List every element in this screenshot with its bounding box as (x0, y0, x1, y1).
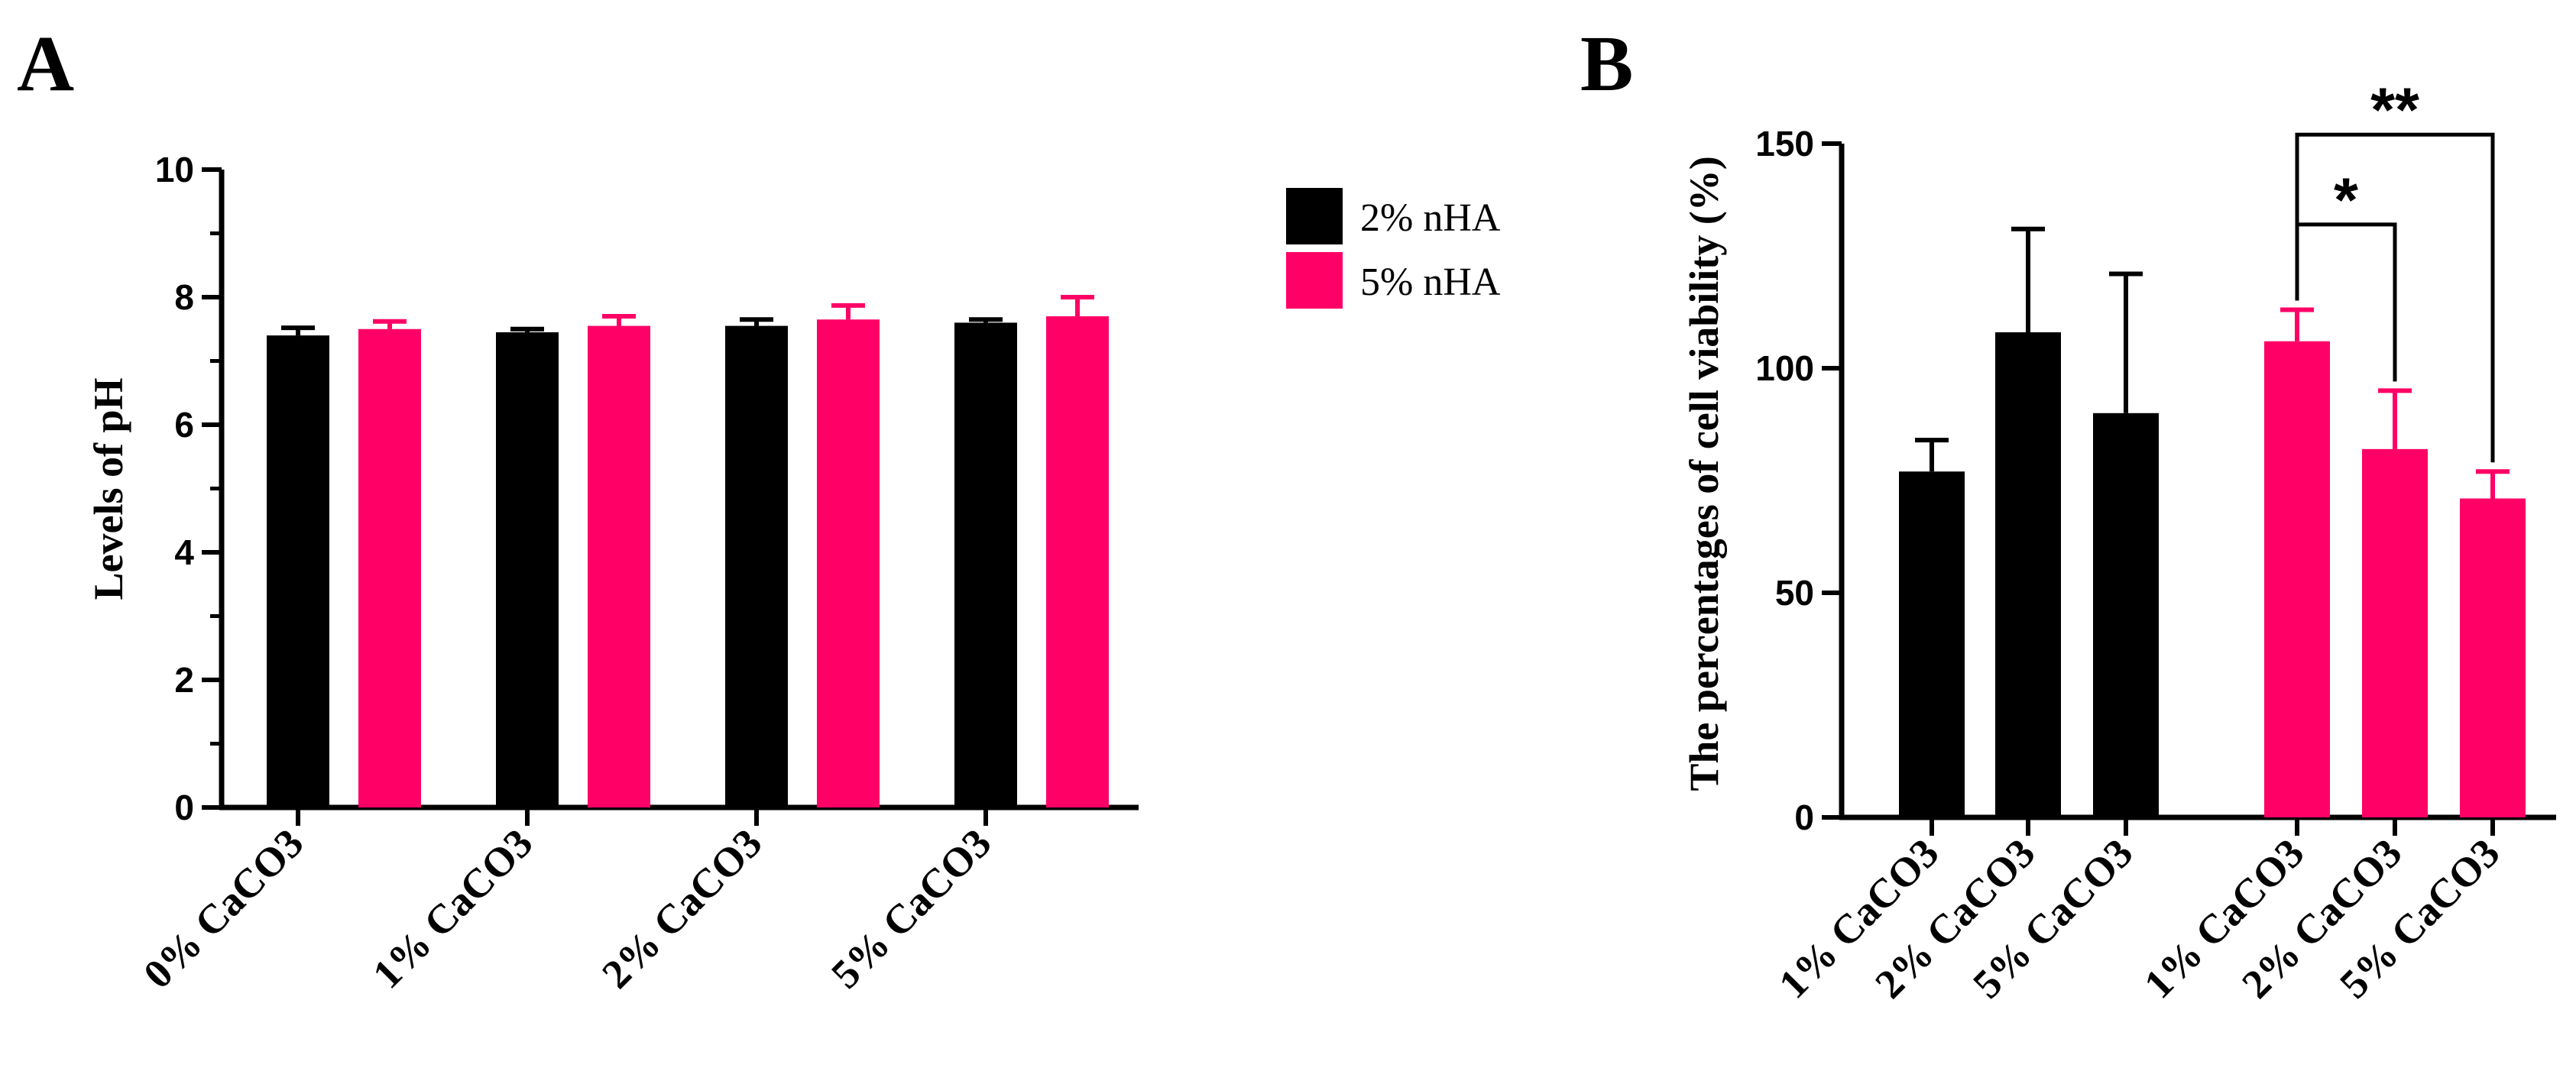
bar-b-5pct (2264, 341, 2330, 818)
y-tick-label-a: 4 (174, 532, 194, 572)
x-tick-label-a: 0% CaCO3 (134, 820, 312, 997)
bar-b-2pct (1899, 471, 1965, 817)
x-tick-label-a: 1% CaCO3 (364, 820, 541, 997)
bar-a-2pct (267, 335, 329, 808)
y-tick-label-b: 100 (1755, 348, 1814, 388)
y-tick-label-a: 0 (174, 788, 194, 827)
significance-label: * (2334, 166, 2358, 235)
ylabel-b: The percentages of cell viability (%) (1681, 156, 1727, 791)
chart-a: 0 2 4 6 8 10 0% CaCO3 1% CaCO3 2% CaCO3 5% CaCO3 (134, 150, 1139, 997)
bar-a-2pct (725, 325, 788, 807)
legend: 2% nHA 5% nHA (1286, 188, 1501, 309)
y-tick-label-a: 8 (174, 277, 194, 317)
bar-a-5pct (817, 319, 880, 808)
bar-a-2pct (496, 332, 559, 807)
legend-swatch-5pct (1286, 252, 1343, 309)
bar-a-2pct (954, 322, 1017, 807)
y-tick-label-b: 0 (1794, 798, 1814, 837)
significance-label: ** (2370, 76, 2419, 145)
bar-a-5pct (1046, 316, 1109, 807)
panel-label-b: B (1580, 20, 1633, 108)
legend-label-5pct: 5% nHA (1360, 260, 1501, 304)
bar-a-5pct (358, 328, 421, 807)
legend-swatch-2pct (1286, 188, 1343, 244)
panel-label-a: A (17, 20, 74, 108)
bar-b-2pct (2093, 413, 2159, 817)
ylabel-a: Levels of pH (86, 378, 131, 600)
y-tick-label-a: 10 (155, 150, 194, 189)
bar-a-5pct (588, 325, 650, 807)
y-tick-label-a: 2 (174, 660, 194, 700)
bar-b-5pct (2362, 448, 2428, 817)
bar-b-2pct (1995, 332, 2061, 818)
x-tick-label-a: 5% CaCO3 (822, 820, 1000, 997)
y-tick-label-a: 6 (174, 405, 194, 445)
y-tick-label-b: 50 (1775, 573, 1814, 613)
y-tick-label-b: 150 (1755, 124, 1814, 163)
x-tick-label-a: 2% CaCO3 (593, 820, 770, 997)
legend-label-2pct: 2% nHA (1360, 196, 1501, 240)
significance-bracket (2295, 132, 2495, 463)
bar-b-5pct (2460, 498, 2526, 817)
